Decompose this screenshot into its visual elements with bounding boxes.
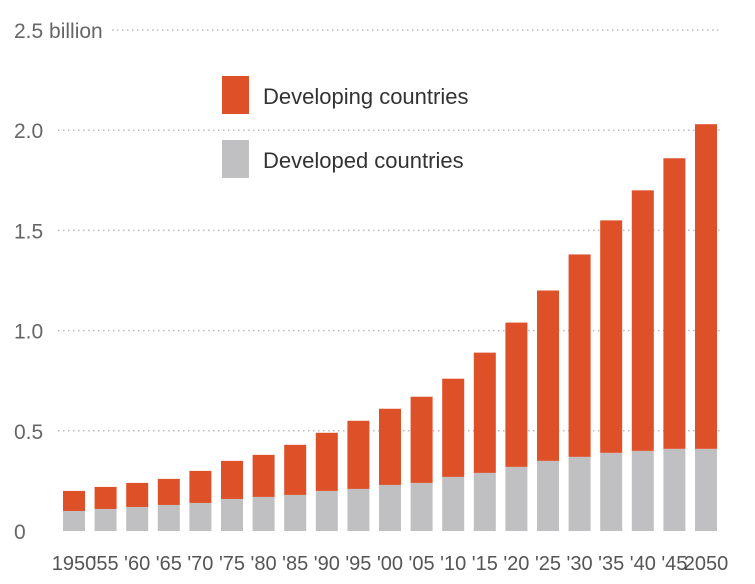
x-tick-label-12: '10 [440, 553, 466, 575]
x-tick-label-3: '65 [156, 553, 182, 575]
x-tick-label-6: '80 [251, 553, 277, 575]
bar-developed-6 [252, 496, 275, 531]
bar-developing-12 [442, 378, 465, 477]
bar-developing-2 [126, 482, 149, 507]
bar-developed-4 [189, 502, 212, 531]
y-tick-label-5: 2.5 billion [14, 20, 103, 43]
bar-developed-12 [442, 476, 465, 531]
bar-developed-18 [631, 450, 654, 531]
bar-developed-2 [126, 506, 149, 531]
bar-developing-10 [379, 408, 401, 485]
bar-developed-9 [347, 488, 370, 531]
bar-developing-7 [284, 444, 307, 495]
x-tick-label-10: '00 [377, 553, 403, 575]
bar-developing-6 [252, 454, 275, 497]
x-tick-label-16: '30 [567, 553, 593, 575]
bar-developed-11 [410, 482, 433, 531]
x-tick-label-5: '75 [219, 553, 245, 575]
bar-developing-14 [505, 322, 528, 467]
bar-developed-0 [63, 510, 85, 531]
bar-developing-19 [663, 158, 686, 449]
y-tick-label-2: 1.0 [14, 321, 43, 344]
x-tick-label-4: '70 [187, 553, 213, 575]
legend-label-developing: Developing countries [263, 84, 468, 109]
bar-developing-5 [221, 460, 243, 499]
x-tick-label-7: '85 [282, 553, 308, 575]
x-axis-ticks: 1950'55'60 '65'70 '75 '80'85 '90'95 '00 '05'10… [52, 553, 729, 575]
bar-developed-15 [537, 460, 559, 531]
y-tick-label-3: 1.5 [14, 220, 43, 243]
bar-developing-13 [473, 352, 496, 473]
bar-developed-5 [221, 498, 243, 531]
legend-label-developed: Developed countries [263, 148, 464, 173]
bar-developing-15 [537, 290, 559, 461]
bar-developed-7 [284, 494, 307, 531]
x-tick-label-1: '55 [93, 553, 119, 575]
bar-developed-20 [695, 448, 717, 531]
y-tick-label-0: 0 [14, 521, 26, 544]
x-tick-label-9: '95 [345, 553, 371, 575]
legend-swatch-developed [222, 140, 249, 178]
bar-developed-17 [600, 452, 623, 531]
bar-developed-16 [568, 456, 591, 531]
x-tick-label-14: '20 [503, 553, 529, 575]
bar-developing-16 [568, 254, 591, 457]
y-axis-ticks: 0 0.5 1.0 1.5 2.0 2.5 billion [14, 20, 103, 544]
x-tick-label-19: '45 [661, 553, 687, 575]
bar-developing-1 [94, 486, 117, 509]
bar-developing-4 [189, 470, 212, 503]
bar-developed-1 [94, 508, 117, 531]
legend: Developing countries Developed countries [222, 76, 468, 178]
bar-developing-3 [157, 478, 180, 505]
bar-developed-8 [315, 490, 338, 531]
x-tick-label-20: 2050 [684, 553, 729, 575]
bar-developing-8 [315, 432, 338, 491]
bar-developed-14 [505, 466, 528, 531]
x-tick-label-15: '25 [535, 553, 561, 575]
bar-developed-13 [473, 472, 496, 531]
x-tick-label-18: '40 [630, 553, 656, 575]
bar-developing-18 [631, 190, 654, 451]
x-tick-label-17: '35 [598, 553, 624, 575]
bar-developing-0 [63, 490, 85, 511]
x-tick-label-0: 1950 [52, 553, 97, 575]
bar-developed-10 [379, 484, 401, 531]
bar-developing-20 [695, 124, 717, 449]
bar-developed-19 [663, 448, 686, 531]
bar-developed-3 [157, 504, 180, 531]
x-tick-label-2: '60 [124, 553, 150, 575]
bar-developing-9 [347, 420, 370, 489]
x-tick-label-8: '90 [314, 553, 340, 575]
y-tick-label-1: 0.5 [14, 421, 43, 444]
bar-developing-11 [410, 396, 433, 483]
x-tick-label-13: '15 [472, 553, 498, 575]
bars [63, 124, 717, 531]
y-tick-label-4: 2.0 [14, 120, 43, 143]
legend-swatch-developing [222, 76, 249, 114]
x-tick-label-11: '05 [409, 553, 435, 575]
bar-developing-17 [600, 220, 623, 453]
